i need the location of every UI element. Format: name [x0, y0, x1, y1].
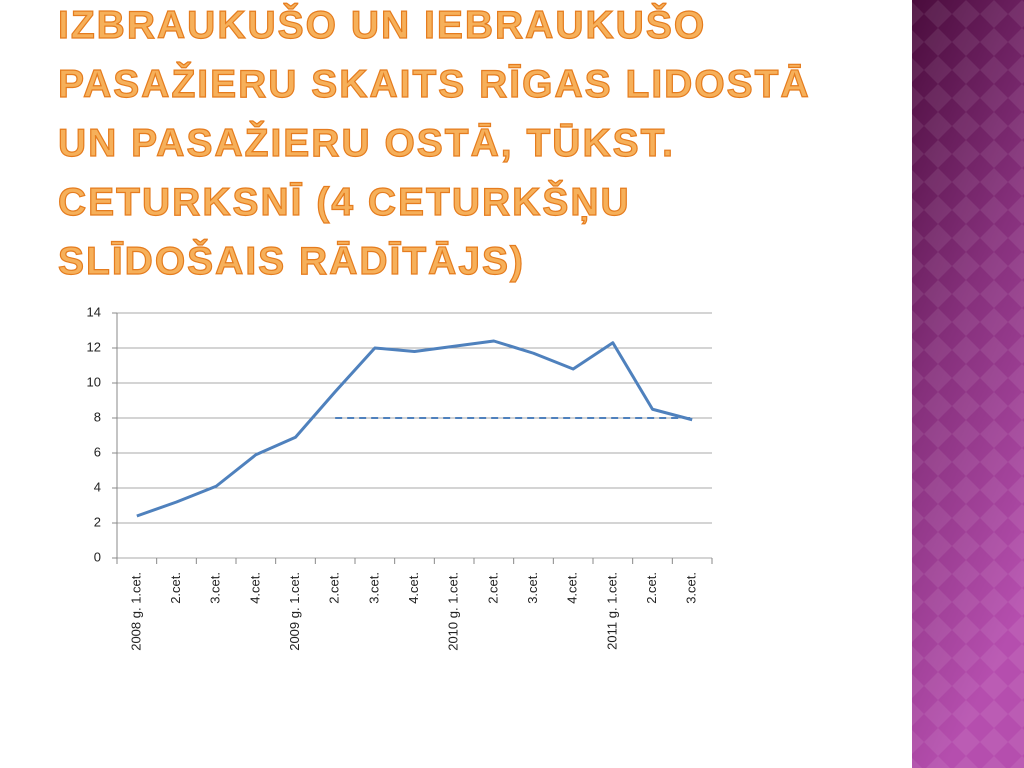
title-line: SLĪDOŠAIS RĀDĪTĀJS) [58, 238, 525, 283]
y-tick-label: 2 [94, 514, 101, 529]
x-tick-label: 2.cet. [168, 572, 183, 604]
title-line: UN PASAŽIERU OSTĀ, TŪKST. [58, 121, 675, 165]
y-tick-label: 10 [87, 374, 101, 389]
x-tick-label: 2010 g. 1.cet. [446, 572, 461, 651]
y-tick-label: 14 [87, 304, 101, 319]
side-pattern [912, 0, 1024, 768]
x-tick-label: 3.cet. [208, 572, 223, 604]
y-tick-label: 12 [87, 339, 101, 354]
title-line: PASAŽIERU SKAITS RĪGAS LIDOSTĀ [58, 62, 811, 106]
x-tick-label: 2.cet. [644, 572, 659, 604]
x-tick-label: 4.cet. [406, 572, 421, 604]
y-tick-label: 0 [94, 549, 101, 564]
data-line [136, 339, 693, 518]
x-tick-label: 3.cet. [366, 572, 381, 604]
x-tick-label: 2011 g. 1.cet. [604, 572, 619, 650]
x-tick-label: 3.cet. [525, 572, 540, 604]
title-line: IZBRAUKUŠO UN IEBRAUKUŠO [58, 2, 706, 47]
y-tick-label: 4 [94, 479, 101, 494]
x-tick-label: 3.cet. [684, 572, 699, 604]
x-tick-label: 2.cet. [327, 572, 342, 604]
y-tick-label: 8 [94, 409, 101, 424]
x-tick-label: 2009 g. 1.cet. [287, 572, 302, 651]
x-tick-label: 2008 g. 1.cet. [128, 572, 143, 651]
x-tick-label: 4.cet. [247, 572, 262, 604]
title-line: CETURKSNĪ (4 CETURKŠŅU [58, 179, 631, 224]
x-tick-label: 2.cet. [485, 572, 500, 604]
x-tick-label: 4.cet. [565, 572, 580, 604]
y-tick-label: 6 [94, 444, 101, 459]
chart: IZBRAUKUŠO UN IEBRAUKUŠO PASAŽIERU SKAITS… [57, 1, 811, 651]
